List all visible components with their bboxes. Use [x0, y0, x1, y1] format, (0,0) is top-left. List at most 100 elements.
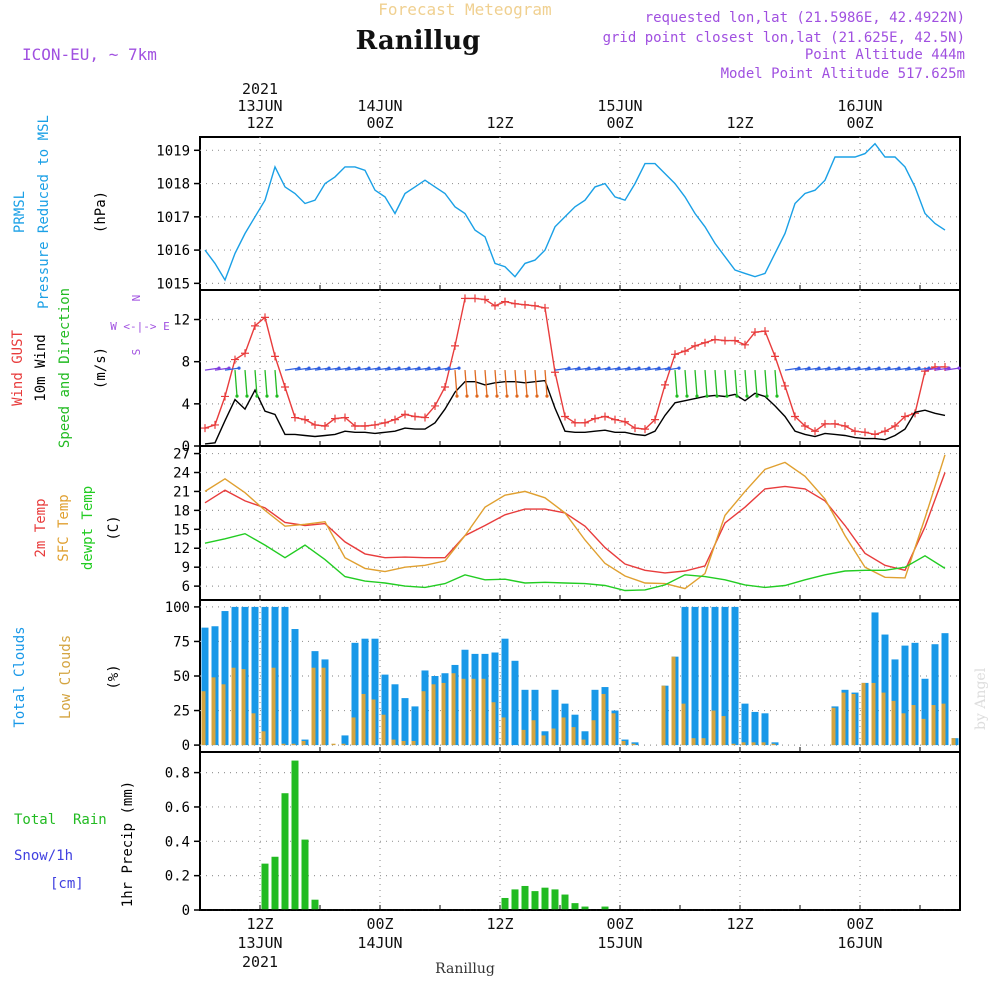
- wind-direction-arrow: [704, 370, 708, 397]
- low-cloud-bar: [571, 727, 576, 746]
- total-cloud-bar: [751, 711, 759, 746]
- low-cloud-bar: [861, 682, 866, 746]
- wind-direction-arrowhead: [765, 394, 769, 398]
- wind-direction-arrow: [464, 370, 468, 397]
- cloud-label-low: Low Clouds: [58, 635, 74, 719]
- gust-marker: [691, 341, 699, 350]
- wind-direction-arrowhead: [505, 394, 509, 398]
- total-cloud-bar: [901, 645, 909, 746]
- wind-direction-arrow: [804, 367, 820, 371]
- y-tick-label: 21: [173, 484, 190, 500]
- gust-marker: [831, 419, 839, 428]
- total-cloud-bar: [931, 644, 939, 746]
- low-cloud-bar: [221, 684, 226, 746]
- panel-temperature: 6 9 12 15 18 21 24 27: [173, 445, 961, 601]
- bottom-time-label: 14JUN: [357, 934, 402, 952]
- gust-marker: [731, 336, 739, 345]
- precip-unit: 1hr Precip (mm): [120, 781, 136, 907]
- gust-marker: [791, 412, 799, 421]
- gust-marker: [451, 341, 459, 350]
- y-tick-label: 18: [173, 503, 190, 519]
- low-cloud-bar: [481, 678, 486, 746]
- total-cloud-bar: [711, 606, 719, 746]
- top-time-label: 00Z: [366, 114, 393, 132]
- low-cloud-bar: [541, 735, 546, 746]
- bottom-time-label: 00Z: [366, 915, 393, 933]
- wind-direction-arrow: [414, 367, 430, 371]
- low-cloud-bar: [371, 699, 376, 746]
- wind-direction-arrowhead: [745, 394, 749, 398]
- top-time-label: 12Z: [486, 114, 513, 132]
- gust-marker: [221, 392, 229, 401]
- y-tick-label: 100: [165, 600, 190, 616]
- gust-marker: [371, 420, 379, 429]
- total-cloud-bar: [761, 713, 769, 746]
- wind-direction-arrowhead: [677, 366, 681, 370]
- wind-direction-arrow: [764, 370, 768, 397]
- total-cloud-bar: [381, 674, 389, 746]
- wind-direction-arrow: [814, 367, 830, 371]
- total-cloud-bar: [581, 731, 589, 746]
- panel-pressure: 1015 1016 1017 1018 1019: [156, 136, 961, 292]
- wind-unit: (m/s): [93, 347, 109, 389]
- gust-marker: [681, 347, 689, 356]
- wind-direction-arrow: [894, 367, 910, 371]
- wind-direction-arrow: [364, 367, 380, 371]
- y-tick-label: 50: [173, 669, 190, 685]
- low-cloud-bar: [291, 743, 296, 746]
- wind-labels: Wind GUST 10m Wind Speed and Direction (…: [10, 288, 170, 448]
- wind-direction-arrow: [674, 370, 678, 397]
- low-cloud-bar: [501, 717, 506, 746]
- total-cloud-bar: [411, 706, 419, 746]
- wind-direction-arrow: [544, 370, 548, 397]
- temp-label-sfc: SFC Temp: [56, 494, 72, 561]
- gust-marker: [381, 418, 389, 427]
- gust-marker: [201, 424, 209, 433]
- temp-label-dewpt: dewpt Temp: [80, 486, 96, 570]
- wind-direction-arrowhead: [545, 394, 549, 398]
- top-time-label: 12Z: [246, 114, 273, 132]
- wind-direction-arrow: [724, 370, 728, 397]
- low-cloud-bar: [201, 691, 206, 746]
- low-cloud-bar: [551, 728, 556, 746]
- wind-direction-arrow: [204, 367, 220, 371]
- low-cloud-bar: [271, 667, 276, 746]
- low-cloud-bar: [601, 693, 606, 746]
- total-cloud-bar: [911, 642, 919, 746]
- wind-direction-arrowhead: [515, 394, 519, 398]
- wind-direction-arrow: [834, 367, 850, 371]
- low-cloud-bar: [621, 740, 626, 746]
- bottom-time-label: 00Z: [606, 915, 633, 933]
- precip-bar: [511, 889, 519, 910]
- gust-marker: [281, 382, 289, 391]
- wind-label-10m: 10m Wind: [33, 334, 49, 401]
- gust-marker: [771, 352, 779, 361]
- top-time-label: 2021: [242, 80, 278, 98]
- wind-direction-arrow: [484, 370, 488, 397]
- wind-direction-arrow: [664, 367, 680, 371]
- gust-marker: [261, 313, 269, 322]
- gust-marker: [541, 303, 549, 312]
- wind-direction-arrow: [504, 370, 508, 397]
- total-cloud-bar: [881, 634, 889, 746]
- wind-direction-arrow: [904, 367, 920, 371]
- wind-direction-arrow: [454, 370, 458, 397]
- gust-marker: [511, 299, 519, 308]
- gust-marker: [611, 415, 619, 424]
- wind-direction-arrow: [794, 367, 810, 371]
- temp-unit: (C): [106, 515, 122, 540]
- total-cloud-bar: [921, 678, 929, 746]
- wind-direction-arrowhead: [485, 394, 489, 398]
- total-cloud-bar: [701, 606, 709, 746]
- low-cloud-bar: [491, 702, 496, 746]
- low-cloud-bar: [401, 740, 406, 746]
- low-cloud-bar: [931, 705, 936, 746]
- wind-direction-arrow: [914, 367, 930, 371]
- wind-direction-arrow: [474, 370, 478, 397]
- total-cloud-bar: [691, 606, 699, 746]
- wind-direction-arrow: [284, 367, 300, 371]
- gust-marker: [271, 352, 279, 361]
- low-cloud-bar: [911, 705, 916, 746]
- precip-bar: [281, 793, 289, 910]
